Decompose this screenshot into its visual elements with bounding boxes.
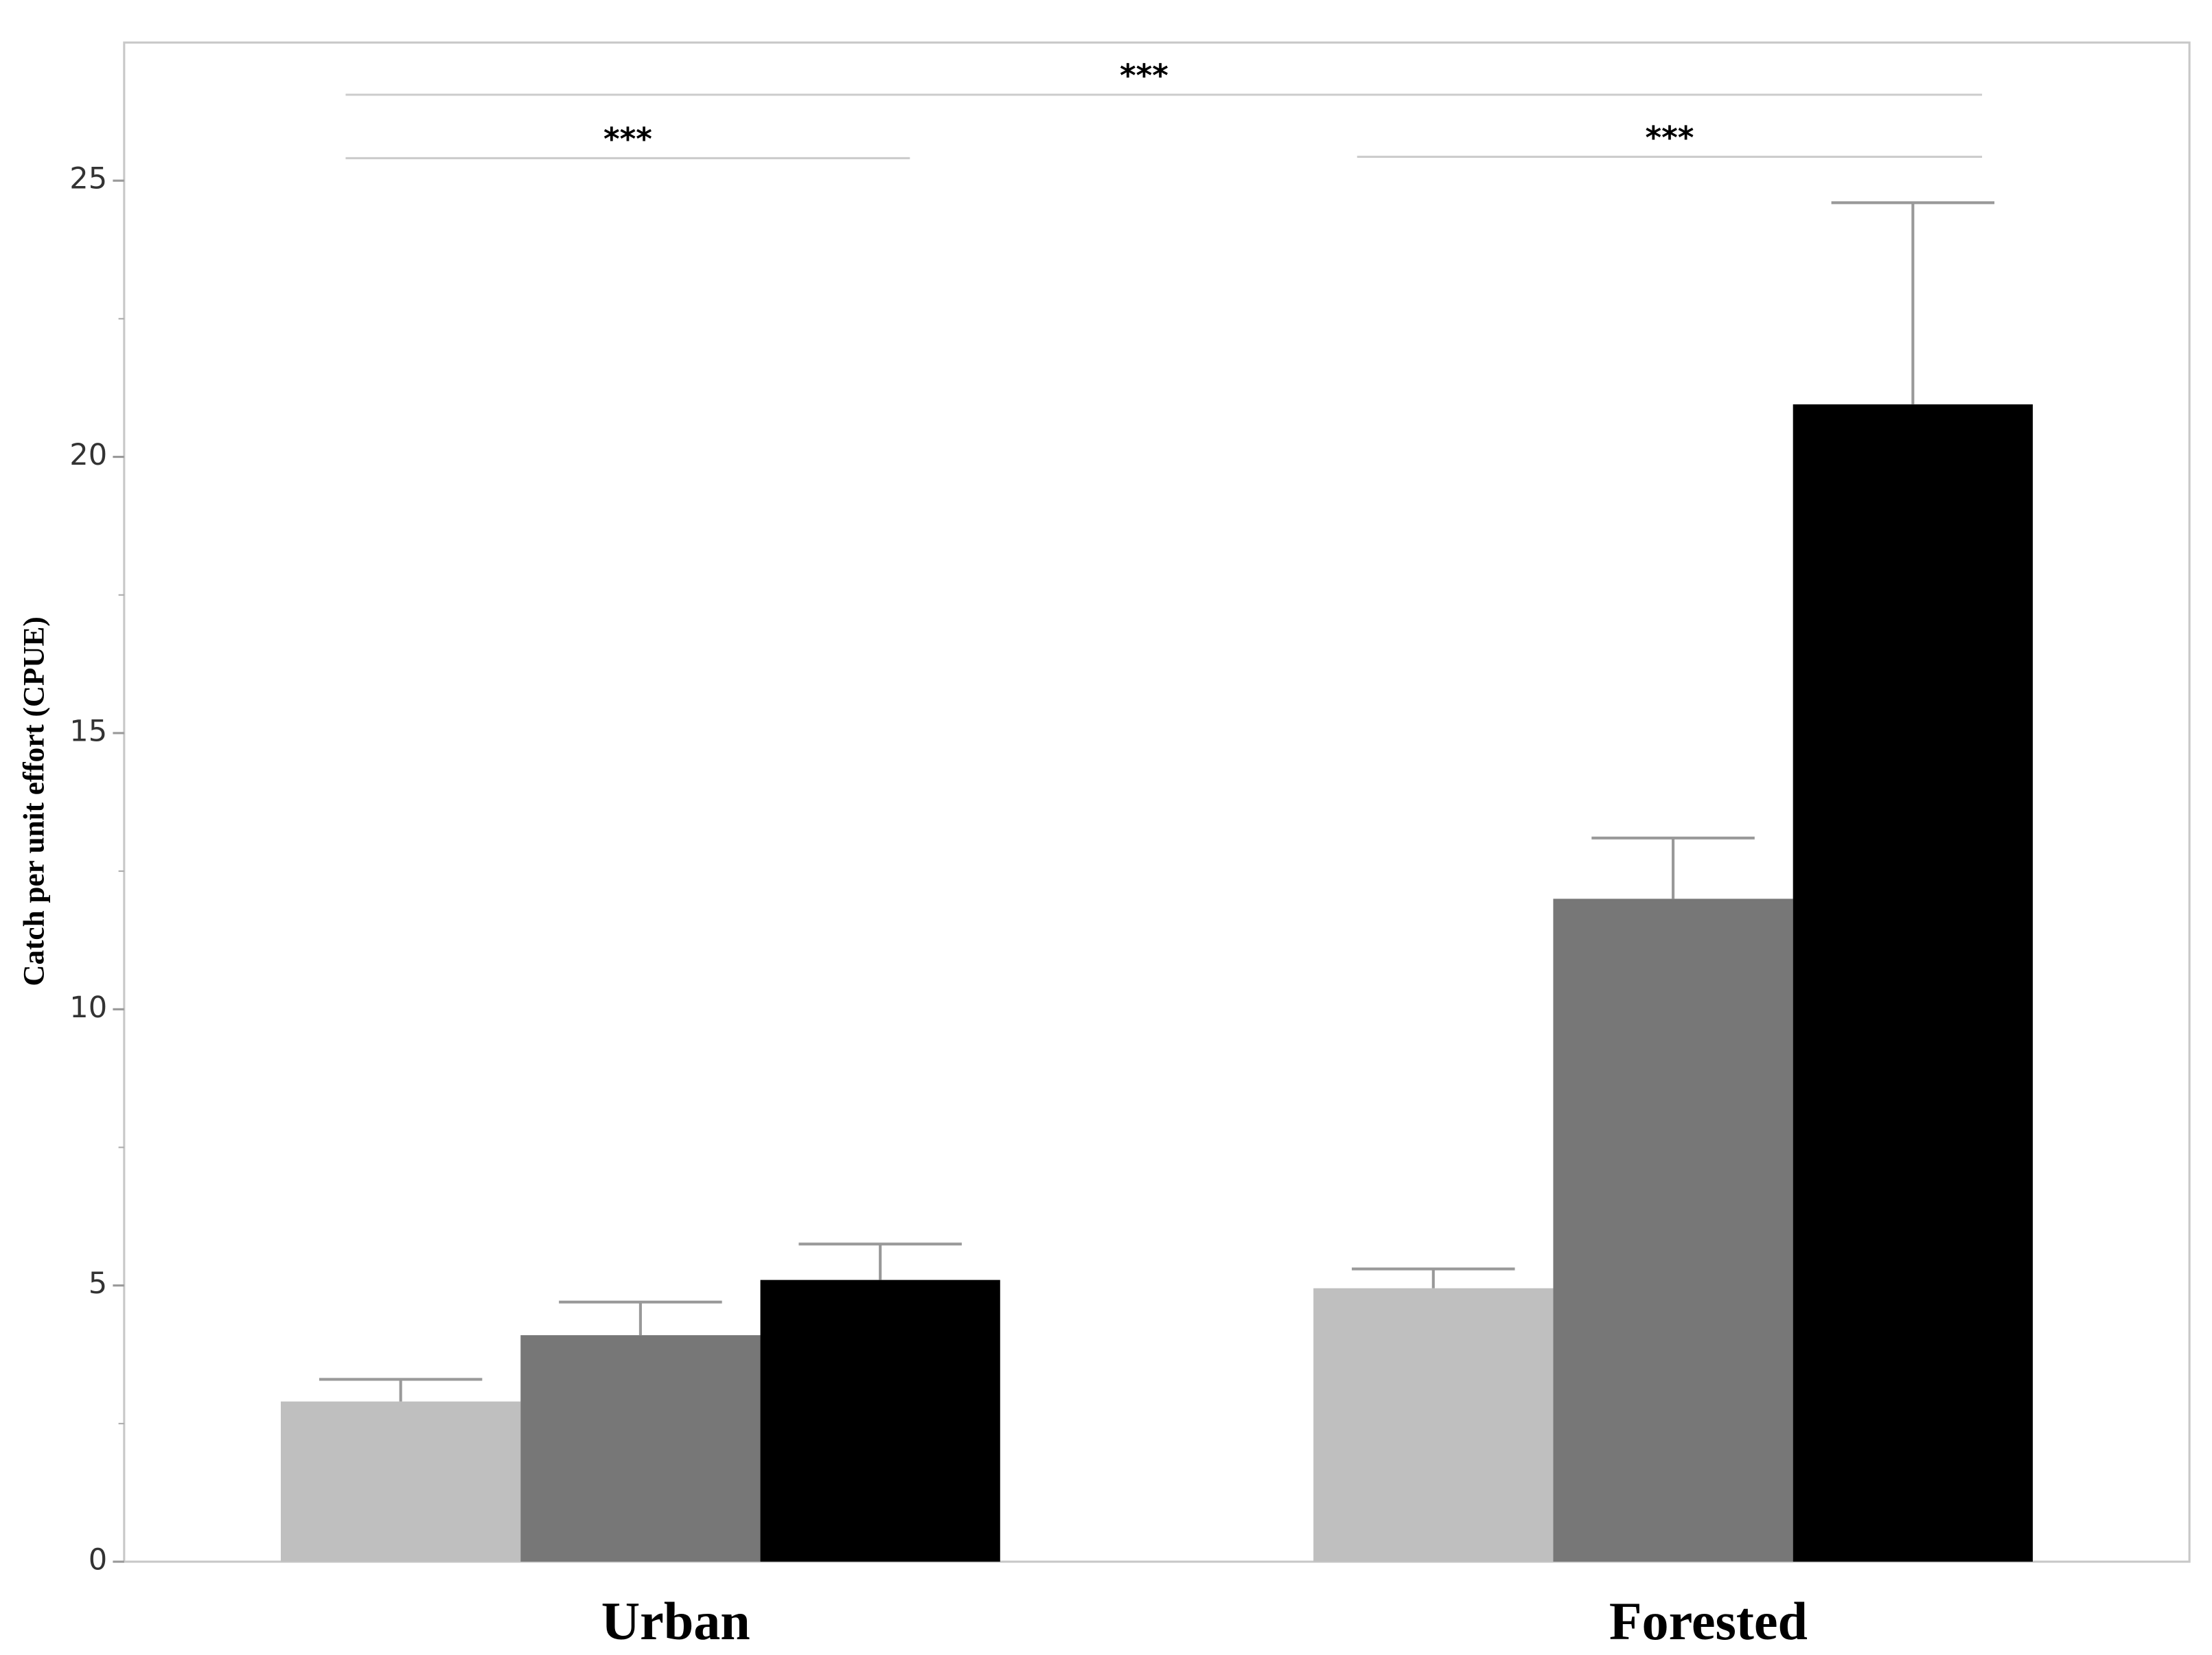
significance-label: *** [603, 121, 652, 157]
error-bar [319, 1378, 483, 1402]
x-tick-label: Urban [601, 1591, 750, 1651]
error-bar [798, 1242, 962, 1280]
plot-frame [123, 41, 2191, 1563]
error-bar [559, 1300, 722, 1336]
y-tick-label: 25 [69, 162, 107, 196]
bar [760, 1280, 1000, 1562]
significance-label: *** [1120, 58, 1168, 94]
x-tick-label: Forested [1609, 1591, 1808, 1651]
bar [1793, 404, 2033, 1562]
y-tick-label: 20 [69, 438, 107, 472]
bar [520, 1335, 761, 1562]
bar [1313, 1288, 1554, 1562]
significance-label: *** [1645, 119, 1694, 156]
bar [1553, 899, 1793, 1562]
y-tick-label: 15 [69, 714, 107, 748]
y-tick-label: 0 [89, 1543, 107, 1577]
y-axis-label: Catch per unit effort (CPUE) [19, 616, 51, 986]
y-tick-label: 5 [89, 1266, 107, 1301]
error-bar [1831, 201, 1995, 405]
bar [281, 1401, 521, 1562]
error-bar [1591, 836, 1755, 899]
y-tick-label: 10 [69, 991, 107, 1025]
error-bar [1352, 1267, 1515, 1288]
